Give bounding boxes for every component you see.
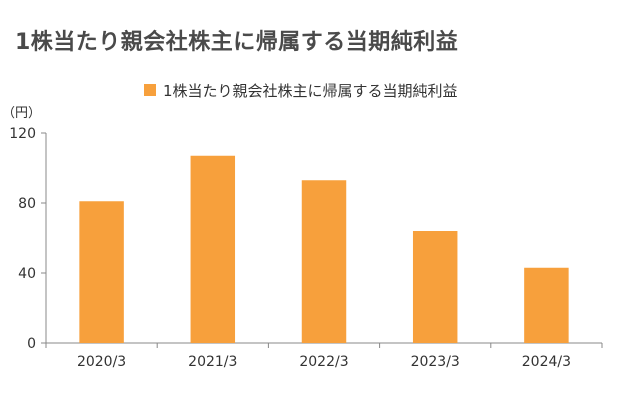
bar <box>79 201 124 343</box>
bar <box>190 155 236 343</box>
x-tick-label: 2023/3 <box>411 354 460 370</box>
y-tick-label: 40 <box>18 266 36 282</box>
bar <box>301 180 347 343</box>
y-tick-labels: 0 40 80 120 <box>9 126 36 352</box>
legend-label: 1株当たり親会社株主に帰属する当期純利益 <box>163 82 458 100</box>
x-tick-label: 2021/3 <box>188 354 237 370</box>
legend: 1株当たり親会社株主に帰属する当期純利益 <box>144 82 458 100</box>
x-tick-label: 2020/3 <box>77 354 126 370</box>
y-axis-unit: （円） <box>2 106 41 121</box>
x-tick-label: 2022/3 <box>299 354 348 370</box>
bar <box>524 267 569 343</box>
page-title: 1株当たり親会社株主に帰属する当期純利益 <box>15 30 459 55</box>
y-tick-label: 120 <box>9 126 36 142</box>
x-tick-labels: 2020/3 2021/3 2022/3 2023/3 2024/3 <box>77 354 571 370</box>
y-tick-label: 0 <box>27 336 36 352</box>
bar <box>412 231 458 343</box>
x-tick-label: 2024/3 <box>522 354 571 370</box>
bars <box>79 155 569 343</box>
legend-swatch <box>144 84 156 96</box>
y-tick-label: 80 <box>18 196 36 212</box>
